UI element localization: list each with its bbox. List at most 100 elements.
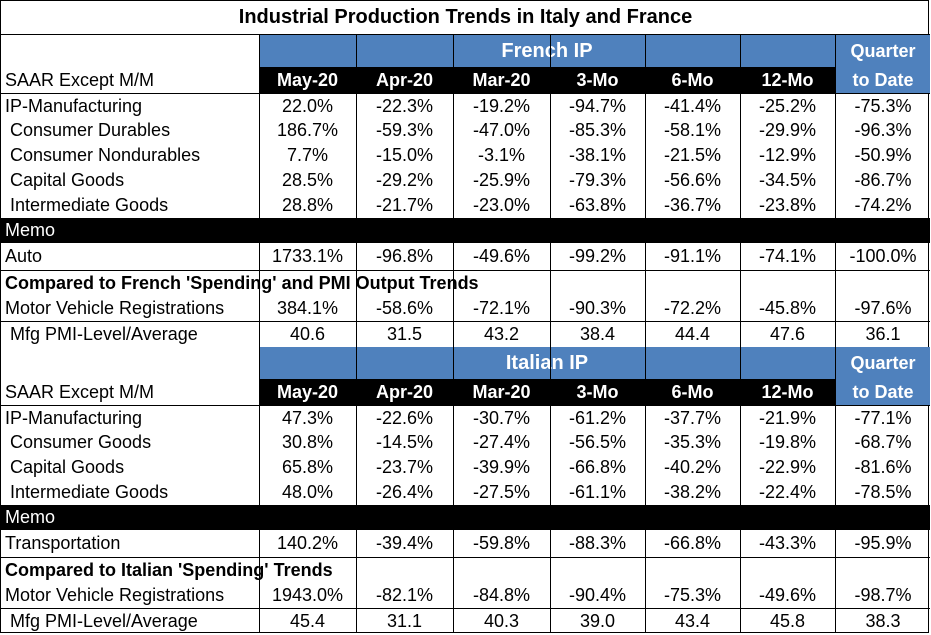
- france-row-label: IP-Manufacturing: [5, 95, 143, 116]
- italy-memo-row-value: -39.4%: [375, 533, 434, 553]
- france-table-row: Consumer Durables 186.7% -59.3% -47.0% -85.3…: [1, 118, 930, 143]
- france-row-value: -22.3%: [375, 95, 434, 116]
- france-memo-row-value: -91.1%: [663, 246, 722, 266]
- france-row-value: 7.7%: [286, 145, 329, 165]
- italy-compare-row-value: -98.7%: [835, 583, 930, 608]
- italy-row-value: -77.1%: [835, 406, 930, 430]
- france-memo-row-value: -96.8%: [375, 246, 434, 266]
- table-title: Industrial Production Trends in Italy an…: [1, 1, 930, 35]
- column-divider: [453, 35, 454, 632]
- italy-row-value: -40.2%: [663, 457, 722, 477]
- france-compare-row-value: -45.8%: [758, 298, 817, 318]
- france-column-header-3-mo: 3-Mo: [550, 67, 645, 93]
- france-header-blank: [1, 35, 259, 67]
- france-section-title: French IP: [259, 35, 835, 67]
- france-row-value: -94.7%: [568, 95, 627, 116]
- italy-sub-label: SAAR Except M/M: [5, 381, 155, 402]
- france-row-value: 28.8%: [281, 195, 334, 215]
- france-row-label: Intermediate Goods: [10, 195, 169, 215]
- italy-compare-row-value: -49.6%: [758, 585, 817, 605]
- france-compare-row-value: -72.2%: [663, 298, 722, 318]
- italy-compare-title-row: Compared to Italian 'Spending' Trends: [1, 557, 930, 583]
- italy-memo-row-value: -88.3%: [568, 533, 627, 553]
- italy-table-row: IP-Manufacturing 47.3% -22.6% -30.7% -61.2% -…: [1, 405, 930, 430]
- italy-column-header-mar-20: Mar-20: [453, 379, 550, 405]
- table-title-text: Industrial Production Trends in Italy an…: [238, 6, 693, 28]
- italy-row-value: -38.2%: [663, 482, 722, 502]
- france-row-value: -25.9%: [472, 170, 531, 190]
- france-row-label: Consumer Durables: [10, 120, 171, 140]
- italy-row-value: -22.9%: [758, 457, 817, 477]
- france-header-band: French IP Quarter: [1, 35, 930, 67]
- france-row-value: -12.9%: [758, 145, 817, 165]
- italy-memo-row: Transportation 140.2% -39.4% -59.8% -88.3% -6…: [1, 530, 930, 557]
- italy-row-value: -78.5%: [835, 480, 930, 505]
- italy-compare-row: Mfg PMI-Level/Average 45.4 31.1 40.3 39.0 43.…: [1, 608, 930, 633]
- italy-column-header-3-mo: 3-Mo: [550, 379, 645, 405]
- italy-compare-row-value: 1943.0%: [271, 585, 344, 605]
- italy-column-header-may-20: May-20: [259, 379, 356, 405]
- italy-row-value: 48.0%: [281, 482, 334, 502]
- italy-memo-row-value: -43.3%: [758, 533, 817, 553]
- france-row-value: -41.4%: [663, 95, 722, 116]
- column-divider: [835, 35, 836, 632]
- france-row-value: -50.9%: [835, 143, 930, 168]
- italy-compare-row-value: 31.1: [386, 610, 423, 631]
- france-row-value: -19.2%: [472, 95, 531, 116]
- italy-compare-row-value: -90.4%: [568, 585, 627, 605]
- france-memo-row-value: -49.6%: [472, 246, 531, 266]
- column-divider: [645, 35, 646, 632]
- france-row-value: -85.3%: [568, 120, 627, 140]
- france-compare-row-value: 43.2: [483, 323, 520, 344]
- france-row-value: -25.2%: [758, 95, 817, 116]
- france-compare-row: Motor Vehicle Registrations 384.1% -58.6% -…: [1, 296, 930, 321]
- france-row-value: -29.9%: [758, 120, 817, 140]
- france-row-value: -21.5%: [663, 145, 722, 165]
- france-table-row: Capital Goods 28.5% -29.2% -25.9% -79.3% -56.…: [1, 168, 930, 193]
- france-quarter-header-top: Quarter: [835, 35, 930, 67]
- italy-quarter-header-bottom: to Date: [835, 379, 930, 405]
- france-compare-title-blank: [835, 271, 930, 296]
- italy-memo-row-value: -59.8%: [472, 533, 531, 553]
- france-column-header-apr-20: Apr-20: [356, 67, 453, 93]
- italy-row-value: -37.7%: [663, 407, 722, 428]
- italy-column-header-row: SAAR Except M/M May-20 Apr-20 Mar-20 3-Mo 6-M…: [1, 379, 930, 405]
- italy-compare-row: Motor Vehicle Registrations 1943.0% -82.1%…: [1, 583, 930, 608]
- france-compare-row-value: 384.1%: [276, 298, 339, 318]
- italy-compare-row-label: Motor Vehicle Registrations: [5, 585, 225, 605]
- france-row-value: -79.3%: [568, 170, 627, 190]
- italy-row-value: 65.8%: [281, 457, 334, 477]
- france-row-value: -29.2%: [375, 170, 434, 190]
- france-memo-row-value: -100.0%: [835, 243, 930, 270]
- italy-row-value: -56.5%: [568, 432, 627, 452]
- france-column-header-6-mo: 6-Mo: [645, 67, 740, 93]
- france-memo-row-value: -99.2%: [568, 246, 627, 266]
- italy-memo-row-value: -95.9%: [835, 530, 930, 557]
- france-compare-row-value: -58.6%: [375, 298, 434, 318]
- italy-row-value: -81.6%: [835, 455, 930, 480]
- france-row-value: -86.7%: [835, 168, 930, 193]
- france-compare-title-row: Compared to French 'Spending' and PMI Ou…: [1, 270, 930, 296]
- italy-row-value: -22.6%: [375, 407, 434, 428]
- france-table-row: Consumer Nondurables 7.7% -15.0% -3.1% -38.1…: [1, 143, 930, 168]
- italy-compare-title-blank: [835, 558, 930, 583]
- france-memo-bar: Memo: [1, 218, 930, 243]
- italy-header-blank: [1, 347, 259, 379]
- column-divider: [259, 35, 260, 632]
- france-memo-label: Memo: [5, 220, 56, 240]
- italy-row-value: 47.3%: [281, 407, 334, 428]
- france-row-value: -47.0%: [472, 120, 531, 140]
- france-memo-row: Auto 1733.1% -96.8% -49.6% -99.2% -91.1% -74.1…: [1, 243, 930, 270]
- italy-table-row: Intermediate Goods 48.0% -26.4% -27.5% -61.1…: [1, 480, 930, 505]
- france-memo-row-label: Auto: [5, 246, 43, 266]
- italy-quarter-header-top: Quarter: [835, 347, 930, 379]
- france-compare-row-value: 40.6: [289, 323, 326, 344]
- italy-memo-row-label: Transportation: [5, 533, 121, 553]
- italy-compare-row-value: 43.4: [674, 610, 711, 631]
- column-divider: [740, 35, 741, 632]
- france-column-header-row: SAAR Except M/M May-20 Apr-20 Mar-20 3-Mo 6-M…: [1, 67, 930, 93]
- france-compare-row-value: -97.6%: [835, 296, 930, 321]
- france-row-value: -36.7%: [663, 195, 722, 215]
- france-row-value: -23.8%: [758, 195, 817, 215]
- france-compare-row-value: 31.5: [386, 323, 423, 344]
